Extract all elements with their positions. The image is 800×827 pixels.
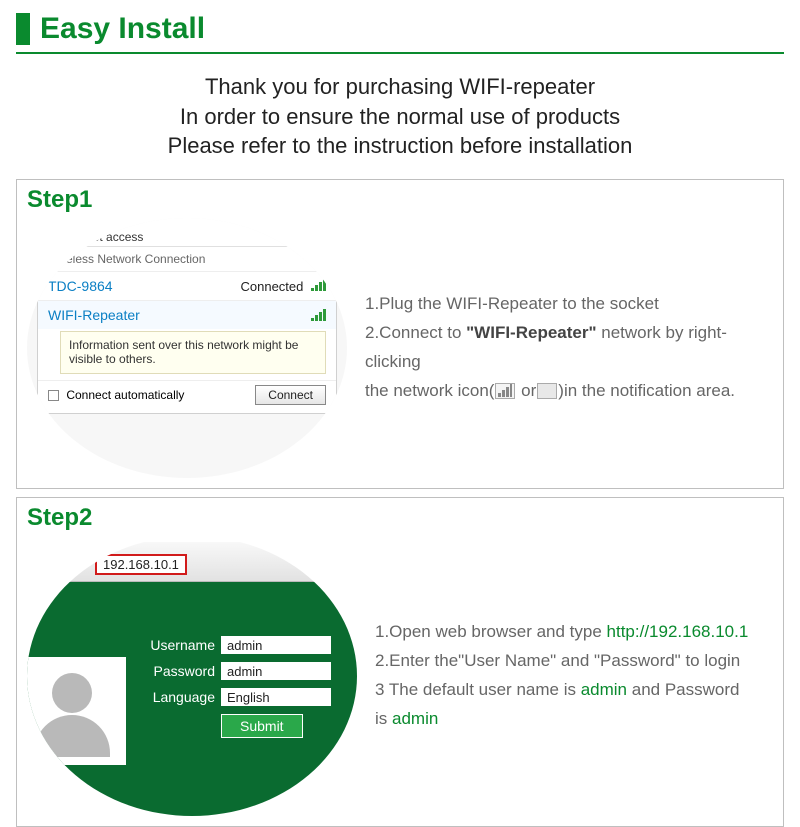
step2-box: Step2 192.168.10.1 Username Password <box>16 497 784 827</box>
monitor-tray-icon <box>537 383 557 399</box>
language-label: Language <box>137 689 215 705</box>
intro-line-1: Thank you for purchasing WIFI-repeater <box>16 72 784 102</box>
connect-button[interactable]: Connect <box>255 385 326 405</box>
wifi-network-row-connected[interactable]: TDC-9864 Connected <box>38 271 336 300</box>
signal-icon <box>311 309 326 321</box>
wifi-section-title: Wireless Network Connection ︿ <box>38 246 336 271</box>
admin-pass: admin <box>392 709 438 728</box>
header-accent-bar <box>16 13 30 45</box>
intro-line-3: Please refer to the instruction before i… <box>16 131 784 161</box>
signal-icon <box>311 279 326 291</box>
section-title-text: Wireless Network Connection <box>48 252 205 266</box>
wifi-network-row-repeater[interactable]: WIFI-Repeater <box>38 300 336 329</box>
url-highlight[interactable]: 192.168.10.1 <box>95 554 187 575</box>
signal-tray-icon <box>495 383 515 399</box>
submit-button[interactable]: Submit <box>221 714 303 738</box>
wifi-popup: TDC-9864 Internet access Wireless Networ… <box>37 218 337 414</box>
wifi-footer: Connect automatically Connect <box>38 380 336 413</box>
step1-instr-1: 1.Plug the WIFI-Repeater to the socket <box>365 290 773 319</box>
wifi-current-network: TDC-9864 Internet access <box>38 218 336 246</box>
wifi-warning: Information sent over this network might… <box>60 331 326 374</box>
step1-instr-2: 2.Connect to "WIFI-Repeater" network by … <box>365 319 773 377</box>
step1-box: Step1 TDC-9864 Internet access Wireless … <box>16 179 784 489</box>
page-title: Easy Install <box>40 12 205 46</box>
login-form: Username Password Language Submit <box>137 636 331 738</box>
step2-illustration: 192.168.10.1 Username Password Language <box>27 536 357 816</box>
username-label: Username <box>137 637 215 653</box>
auto-connect-checkbox[interactable] <box>48 390 59 401</box>
admin-user: admin <box>581 680 627 699</box>
username-input[interactable] <box>221 636 331 654</box>
password-input[interactable] <box>221 662 331 680</box>
intro-line-2: In order to ensure the normal use of pro… <box>16 102 784 132</box>
step2-instr-2: 2.Enter the"User Name" and "Password" to… <box>375 647 773 676</box>
page-header: Easy Install <box>0 0 800 52</box>
step2-instr-4: is admin <box>375 705 773 734</box>
auto-connect-label: Connect automatically <box>66 388 184 402</box>
wifi-repeater-bold: "WIFI-Repeater" <box>466 323 596 342</box>
connected-label: Connected <box>240 279 303 294</box>
avatar-icon <box>27 656 127 766</box>
step2-instructions: 1.Open web browser and type http://192.1… <box>375 618 773 734</box>
browser-chrome <box>27 542 357 582</box>
intro-text: Thank you for purchasing WIFI-repeater I… <box>0 54 800 175</box>
chevron-up-icon[interactable]: ︿ <box>315 251 326 267</box>
language-select[interactable] <box>221 688 331 706</box>
step1-instr-3: the network icon( or)in the notification… <box>365 377 773 406</box>
current-ssid: TDC-9864 <box>48 218 326 230</box>
step2-instr-3: 3 The default user name is admin and Pas… <box>375 676 773 705</box>
repeater-ssid: WIFI-Repeater <box>48 307 140 323</box>
current-status: Internet access <box>62 230 326 244</box>
step1-label: Step1 <box>27 186 773 214</box>
password-label: Password <box>137 663 215 679</box>
step1-instructions: 1.Plug the WIFI-Repeater to the socket 2… <box>365 290 773 406</box>
step2-instr-1: 1.Open web browser and type http://192.1… <box>375 618 773 647</box>
step2-label: Step2 <box>27 504 773 532</box>
connected-ssid: TDC-9864 <box>48 278 113 294</box>
url-text: http://192.168.10.1 <box>607 622 749 641</box>
step1-illustration: TDC-9864 Internet access Wireless Networ… <box>27 218 347 478</box>
